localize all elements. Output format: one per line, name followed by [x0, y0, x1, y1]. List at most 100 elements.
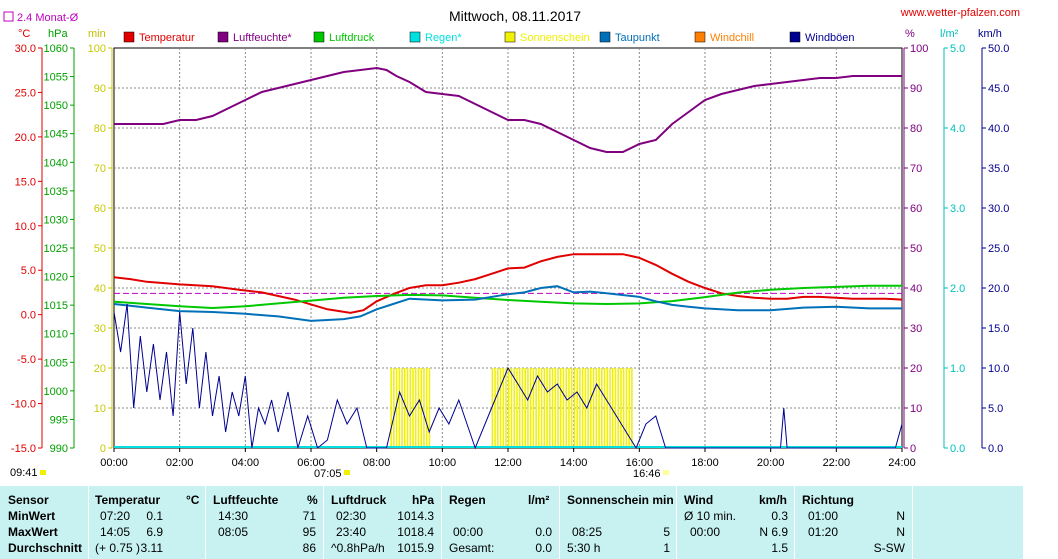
avg-rain-val: 0.0	[535, 541, 552, 555]
sunshine-bar	[491, 368, 494, 448]
hdr-temp: Temperatur	[95, 493, 161, 507]
tick-label-wind: 15.0	[988, 323, 1009, 335]
chart-axes	[38, 47, 986, 452]
sunshine-bar	[417, 368, 420, 448]
sunshine-bar	[590, 368, 592, 448]
avg-sun-val: 1	[663, 541, 670, 555]
sunshine-bar	[494, 368, 496, 448]
avg-temp-val: 3.11	[140, 541, 163, 555]
sunshine-bar	[573, 368, 576, 448]
x-tick-label: 12:00	[494, 457, 522, 469]
hdr-press-unit: hPa	[412, 493, 435, 507]
site-link[interactable]: www.wetter-pfalzen.com	[900, 7, 1020, 19]
x-tick-label: 10:00	[429, 457, 457, 469]
sunshine-bar	[603, 368, 606, 448]
max-dir-val: N	[896, 525, 905, 539]
hdr-hum: Luftfeuchte	[213, 493, 279, 507]
chart-title: Mittwoch, 08.11.2017	[449, 8, 581, 24]
sunshine-bar	[527, 368, 529, 448]
tick-label-humidity: 90	[910, 83, 922, 95]
max-wind-val: N 6.9	[759, 525, 788, 539]
hdr-sensor: Sensor	[8, 493, 49, 507]
avg-temp-time: (+ 0.75 )	[95, 541, 141, 555]
sunset-time: 16:46	[633, 468, 661, 480]
min-temp-time: 07:20	[100, 509, 131, 523]
tick-label-temperature: -15.0	[11, 443, 36, 455]
sunshine-bar	[601, 368, 603, 448]
tick-label-sunshine: 30	[94, 323, 106, 335]
row-max-label: MaxWert	[8, 525, 58, 539]
sunshine-bar	[516, 368, 518, 448]
x-tick-label: 16:00	[626, 457, 654, 469]
tick-label-pressure: 1035	[44, 186, 68, 198]
sunshine-bar	[549, 368, 551, 448]
chart-series	[113, 66, 903, 450]
sunshine-bar	[598, 368, 600, 448]
tick-label-pressure: 1045	[44, 129, 68, 141]
weather-chart: 30.0 25.0 20.0 15.0 10.0 5.0 0.0 -5.0 -10.0 -15.0…	[3, 7, 1020, 480]
sunshine-bar	[524, 368, 526, 448]
min-press-val: 1014.3	[397, 509, 434, 523]
legend-label: Regen*	[425, 32, 462, 44]
avg-sun-time: 5:30 h	[567, 541, 601, 555]
tick-label-temperature: 30.0	[15, 43, 36, 55]
tick-label-rain: 5.0	[950, 43, 965, 55]
sun-marker-rise	[344, 470, 350, 475]
legend-swatch	[504, 31, 516, 43]
sunshine-bar	[420, 368, 422, 448]
sunshine-bar	[510, 368, 513, 448]
tick-label-humidity: 50	[910, 243, 922, 255]
avg-press-time: ^0.8hPa/h	[331, 541, 385, 555]
sunshine-bar	[568, 368, 570, 448]
tick-label-rain: 3.0	[950, 203, 965, 215]
sunshine-bar	[620, 368, 622, 448]
sunshine-bar	[428, 368, 431, 448]
tick-label-rain: 4.0	[950, 123, 965, 135]
legend-label: Luftfeuchte*	[233, 32, 292, 44]
hdr-rain-unit: l/m²	[528, 493, 550, 507]
tick-label-sunshine: 0	[100, 443, 106, 455]
sunshine-bar	[595, 368, 598, 448]
unit-celsius: °C	[18, 28, 30, 40]
tick-label-temperature: 25.0	[15, 87, 36, 99]
sunshine-bar	[502, 368, 505, 448]
tick-label-sunshine: 50	[94, 243, 106, 255]
tick-label-pressure: 1040	[44, 157, 68, 169]
sunshine-bar	[529, 368, 532, 448]
x-tick-label: 06:00	[297, 457, 325, 469]
sunshine-bar	[617, 368, 619, 448]
tick-label-sunshine: 70	[94, 163, 106, 175]
sunshine-bar	[499, 368, 502, 448]
legend-swatch	[694, 31, 706, 43]
sunshine-bar	[404, 368, 406, 448]
min-temp-val: 0.1	[146, 509, 163, 523]
unit-lm2: l/m²	[940, 28, 959, 40]
max-sun-time: 08:25	[572, 525, 603, 539]
sunshine-bar	[401, 368, 403, 448]
tick-label-pressure: 1000	[44, 386, 68, 398]
unit-hpa: hPa	[48, 28, 68, 40]
tick-label-sunshine: 10	[94, 403, 106, 415]
chart-labels: 30.0 25.0 20.0 15.0 10.0 5.0 0.0 -5.0 -10.0 -15.0…	[11, 43, 1010, 469]
max-dir-time: 01:20	[808, 525, 839, 539]
sunshine-bar	[390, 368, 392, 448]
sunshine-bars	[390, 368, 633, 448]
sunshine-bar	[579, 368, 581, 448]
sunshine-bar	[406, 368, 409, 448]
sunshine-bar	[546, 368, 548, 448]
sunshine-bar	[540, 368, 543, 448]
max-temp-time: 14:05	[100, 525, 131, 539]
tick-label-temperature: 15.0	[15, 176, 36, 188]
sunshine-bar	[398, 368, 401, 448]
sunshine-bar	[592, 368, 595, 448]
hdr-sun: Sonnenschein min	[567, 493, 674, 507]
tick-label-wind: 5.0	[988, 403, 1003, 415]
x-tick-label: 14:00	[560, 457, 588, 469]
series-windben	[113, 303, 903, 450]
tick-label-sunshine: 100	[88, 43, 106, 55]
tick-label-sunshine: 20	[94, 363, 106, 375]
sunshine-bar	[625, 368, 628, 448]
tick-label-pressure: 1020	[44, 272, 68, 284]
hdr-hum-unit: %	[307, 493, 318, 507]
unit-kmh: km/h	[978, 28, 1002, 40]
